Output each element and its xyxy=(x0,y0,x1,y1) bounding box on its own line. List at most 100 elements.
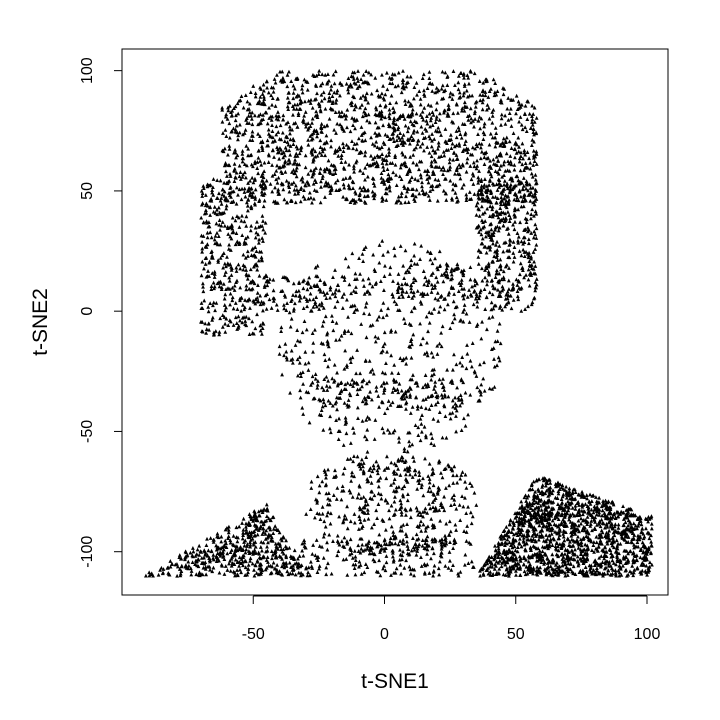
data-point xyxy=(401,161,406,166)
data-point xyxy=(200,239,204,244)
data-point xyxy=(452,497,457,502)
data-point xyxy=(274,555,279,560)
data-point xyxy=(384,312,389,317)
data-point xyxy=(345,380,350,385)
data-point xyxy=(344,81,349,86)
data-point xyxy=(490,113,495,118)
data-point xyxy=(511,251,516,255)
data-point xyxy=(302,538,307,543)
data-point xyxy=(532,119,537,124)
data-point xyxy=(270,102,274,107)
data-point xyxy=(228,171,232,176)
data-point xyxy=(311,340,316,345)
data-point xyxy=(334,473,339,478)
data-point xyxy=(429,489,434,494)
data-point xyxy=(525,165,530,170)
data-point xyxy=(429,377,434,382)
data-point xyxy=(363,359,368,363)
data-point xyxy=(404,164,409,169)
data-point xyxy=(373,130,377,135)
data-point xyxy=(384,158,389,163)
data-point xyxy=(529,171,534,176)
data-point xyxy=(474,166,479,171)
data-point xyxy=(223,196,227,201)
data-point xyxy=(430,123,435,127)
data-point xyxy=(353,307,358,312)
data-point xyxy=(264,565,269,570)
data-point xyxy=(250,175,255,180)
data-point xyxy=(319,92,324,97)
data-point xyxy=(505,184,510,189)
data-point xyxy=(367,468,372,472)
data-point xyxy=(419,159,424,164)
data-point xyxy=(342,535,347,540)
data-point xyxy=(228,558,232,563)
data-point xyxy=(301,412,306,416)
data-point xyxy=(392,116,397,120)
data-point xyxy=(514,572,518,577)
data-point xyxy=(450,378,454,383)
data-point xyxy=(380,426,385,431)
data-point xyxy=(490,283,495,288)
data-point xyxy=(250,247,254,252)
data-point xyxy=(245,189,250,193)
data-point xyxy=(314,96,318,101)
data-point xyxy=(338,396,343,400)
data-point xyxy=(528,506,533,510)
data-point xyxy=(324,565,329,570)
data-point xyxy=(265,514,269,519)
data-point xyxy=(440,544,444,549)
data-point xyxy=(258,302,263,307)
data-point xyxy=(293,343,298,347)
data-point xyxy=(384,198,389,202)
data-point xyxy=(296,556,300,561)
data-point xyxy=(352,430,356,435)
data-point xyxy=(451,473,455,478)
data-point xyxy=(407,439,412,444)
data-point xyxy=(437,111,442,116)
data-point xyxy=(190,553,195,558)
data-point xyxy=(557,564,561,569)
data-point xyxy=(374,569,379,574)
data-point xyxy=(248,558,252,563)
data-point xyxy=(502,178,507,183)
data-point xyxy=(199,273,204,278)
data-point xyxy=(518,194,523,199)
data-point xyxy=(327,356,332,361)
data-point xyxy=(351,94,355,99)
data-point xyxy=(411,160,416,165)
data-point xyxy=(345,504,349,509)
data-point xyxy=(418,438,423,443)
data-point xyxy=(405,522,409,527)
data-point xyxy=(241,132,245,137)
data-point xyxy=(429,472,434,477)
data-point xyxy=(375,540,380,545)
data-point xyxy=(411,332,416,337)
data-point xyxy=(322,377,327,382)
data-point xyxy=(297,280,301,284)
data-point xyxy=(468,68,473,73)
data-point xyxy=(492,254,497,259)
data-point xyxy=(387,75,392,80)
data-point xyxy=(485,282,489,287)
data-point xyxy=(315,263,320,268)
data-point xyxy=(247,286,252,291)
data-point xyxy=(264,549,268,554)
data-point xyxy=(479,382,484,387)
data-point xyxy=(414,552,419,557)
data-point xyxy=(443,70,448,75)
data-point xyxy=(528,166,533,171)
data-point xyxy=(406,99,411,104)
data-point xyxy=(230,215,235,220)
data-point xyxy=(269,549,274,553)
data-point xyxy=(461,93,466,98)
data-point xyxy=(448,558,452,563)
data-point xyxy=(286,142,291,147)
data-point xyxy=(361,72,366,77)
data-point xyxy=(268,563,273,568)
data-point xyxy=(295,153,300,158)
data-point xyxy=(417,510,422,515)
data-point xyxy=(306,368,311,372)
data-point xyxy=(404,512,408,517)
data-point xyxy=(391,559,396,564)
